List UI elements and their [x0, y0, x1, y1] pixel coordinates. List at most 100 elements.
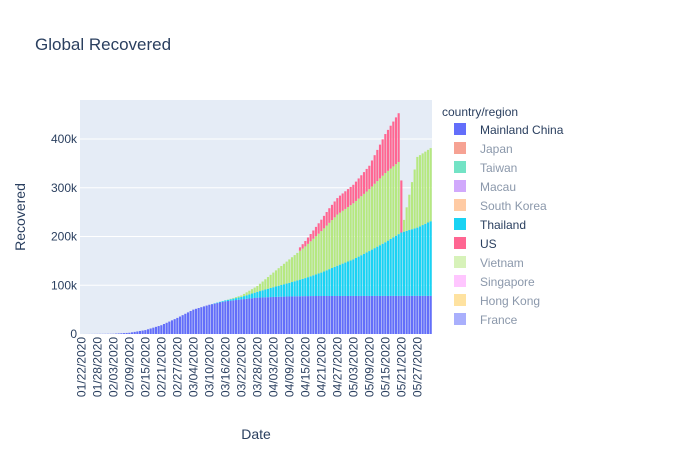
- bar-segment: [229, 300, 232, 334]
- bar-segment: [394, 117, 398, 165]
- bar-segment: [192, 309, 195, 334]
- bar-segment: [173, 319, 176, 334]
- bar-segment: [290, 296, 294, 334]
- bar-segment: [221, 301, 224, 334]
- bar-segment: [397, 161, 400, 235]
- bar-segment: [325, 225, 328, 271]
- bar-segment: [368, 251, 371, 296]
- bar-segment: [389, 239, 392, 296]
- bar-segment: [338, 195, 342, 213]
- bar-segment: [277, 285, 280, 297]
- legend-item[interactable]: Macau: [454, 180, 516, 194]
- bar-segment: [360, 255, 363, 296]
- bar-segment: [248, 290, 251, 295]
- bar-segment: [410, 182, 414, 230]
- bar-segment: [370, 186, 374, 250]
- legend-label: Japan: [480, 142, 513, 156]
- bar-segment: [272, 272, 275, 288]
- bar-segment: [240, 299, 243, 334]
- bar-segment: [365, 295, 368, 334]
- bar-segment: [378, 245, 382, 296]
- bar-segment: [250, 298, 254, 334]
- bar-segment: [429, 148, 432, 222]
- legend-label: South Korea: [480, 199, 547, 213]
- bar-segment: [298, 279, 302, 297]
- bar-segment: [365, 191, 368, 253]
- legend-item[interactable]: Vietnam: [454, 256, 524, 270]
- bar-segment: [357, 178, 360, 199]
- bar-segment: [394, 235, 398, 296]
- bar-segment: [306, 296, 310, 334]
- bar-segment: [352, 295, 355, 334]
- legend-item[interactable]: Hong Kong: [454, 294, 540, 308]
- bar-segment: [397, 295, 400, 334]
- bar-segment: [245, 292, 248, 296]
- bar-segment: [125, 332, 128, 334]
- bar-segment: [317, 223, 320, 234]
- x-tick-label: 04/09/2020: [282, 337, 296, 397]
- bar-segment: [336, 295, 339, 334]
- bar-segment: [344, 262, 347, 296]
- bar-segment: [218, 301, 222, 303]
- legend-item[interactable]: Singapore: [454, 275, 535, 289]
- bar-segment: [384, 173, 387, 243]
- bar-segment: [261, 281, 264, 291]
- bar-segment: [304, 278, 307, 297]
- legend-item[interactable]: South Korea: [454, 199, 547, 213]
- legend-item[interactable]: Thailand: [454, 218, 526, 232]
- bar-segment: [357, 295, 360, 334]
- bar-segment: [370, 295, 374, 334]
- bar-segment: [392, 237, 395, 296]
- bar-segment: [152, 327, 155, 334]
- bar-segment: [269, 287, 272, 298]
- bar-segment: [336, 198, 339, 215]
- bar-segment: [266, 277, 270, 289]
- bar-segment: [202, 306, 206, 334]
- bar-segment: [413, 295, 416, 334]
- bar-segment: [408, 230, 411, 296]
- legend-item[interactable]: Mainland China: [454, 123, 564, 137]
- bar-segment: [408, 194, 411, 231]
- y-tick-label: 200k: [51, 230, 78, 244]
- bar-segment: [186, 312, 190, 334]
- bar-segment: [208, 304, 211, 334]
- legend-swatch: [454, 161, 466, 173]
- bar-segment: [210, 304, 214, 334]
- bar-segment: [285, 296, 288, 334]
- bar-segment: [130, 332, 134, 334]
- bar-segment: [296, 252, 299, 281]
- legend-label: Taiwan: [480, 161, 517, 175]
- bar-segment: [357, 256, 360, 296]
- bar-segment: [402, 219, 406, 232]
- bar-segment: [301, 244, 304, 249]
- bar-segment: [194, 308, 198, 334]
- bar-segment: [184, 313, 187, 334]
- x-tick-label: 01/22/2020: [74, 337, 88, 397]
- legend-item[interactable]: France: [454, 313, 518, 327]
- chart-title: Global Recovered: [35, 35, 171, 54]
- bar-segment: [232, 300, 235, 334]
- bar-segment: [418, 155, 422, 227]
- bar-segment: [338, 295, 342, 334]
- bar-segment: [346, 295, 350, 334]
- legend-item[interactable]: Taiwan: [454, 161, 517, 175]
- bar-segment: [301, 278, 304, 297]
- bar-segment: [373, 295, 376, 334]
- bar-segment: [157, 326, 160, 334]
- bar-segment: [162, 324, 166, 334]
- bar-segment: [237, 296, 240, 298]
- bar-segment: [290, 257, 294, 283]
- bar-segment: [384, 295, 387, 334]
- bar-segment: [330, 268, 334, 296]
- bar-segment: [245, 295, 248, 299]
- bar-segment: [248, 294, 251, 299]
- bar-segment: [149, 328, 152, 334]
- bar-segment: [224, 301, 227, 334]
- legend-item[interactable]: Japan: [454, 142, 513, 156]
- bar-segment: [280, 265, 283, 286]
- bar-segment: [304, 296, 307, 334]
- legend-item[interactable]: US: [454, 237, 497, 251]
- bar-segment: [309, 233, 312, 242]
- bar-segment: [330, 295, 334, 334]
- bar-segment: [341, 193, 344, 211]
